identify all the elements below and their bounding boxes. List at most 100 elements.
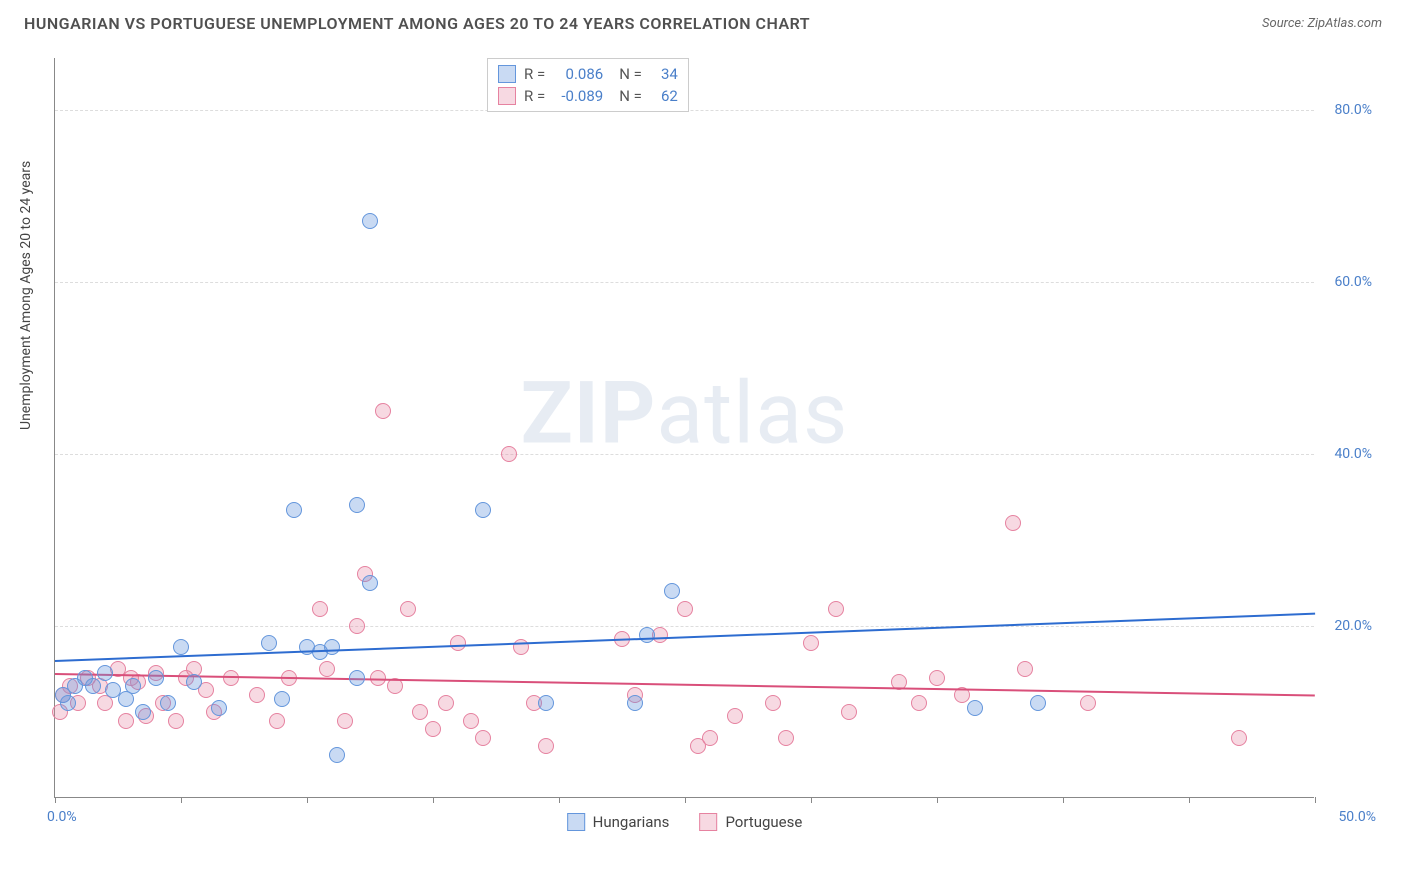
legend-label: Hungarians: [593, 813, 670, 831]
scatter-point-portuguese: [349, 618, 365, 634]
n-value: 34: [650, 65, 678, 83]
x-tick: [1315, 797, 1316, 803]
scatter-point-portuguese: [828, 601, 844, 617]
x-tick: [181, 797, 182, 803]
scatter-point-hungarians: [1030, 695, 1046, 711]
legend-item-portuguese: Portuguese: [699, 813, 802, 831]
chart-title: HUNGARIAN VS PORTUGUESE UNEMPLOYMENT AMO…: [24, 14, 810, 33]
scatter-point-hungarians: [160, 695, 176, 711]
scatter-point-portuguese: [475, 730, 491, 746]
bottom-legend: Hungarians Portuguese: [567, 813, 803, 831]
scatter-point-portuguese: [269, 713, 285, 729]
scatter-point-hungarians: [211, 700, 227, 716]
scatter-point-hungarians: [362, 575, 378, 591]
scatter-point-hungarians: [148, 670, 164, 686]
n-label: N =: [619, 87, 642, 105]
scatter-point-hungarians: [362, 213, 378, 229]
watermark: ZIPatlas: [521, 362, 849, 463]
scatter-point-portuguese: [249, 687, 265, 703]
scatter-point-portuguese: [929, 670, 945, 686]
stats-row-portuguese: R = -0.089 N = 62: [498, 85, 678, 107]
grid-line: [55, 282, 1314, 283]
scatter-point-hungarians: [664, 583, 680, 599]
scatter-point-portuguese: [438, 695, 454, 711]
trend-line-portuguese: [55, 673, 1315, 697]
scatter-point-portuguese: [778, 730, 794, 746]
x-tick: [307, 797, 308, 803]
x-tick: [937, 797, 938, 803]
r-label: R =: [524, 65, 545, 83]
scatter-point-portuguese: [501, 446, 517, 462]
scatter-point-hungarians: [125, 678, 141, 694]
n-label: N =: [619, 65, 642, 83]
r-label: R =: [524, 87, 545, 105]
x-tick: [1189, 797, 1190, 803]
scatter-point-portuguese: [538, 738, 554, 754]
x-tick: [55, 797, 56, 803]
x-tick-label-left: 0.0%: [47, 809, 77, 825]
grid-line: [55, 626, 1314, 627]
scatter-point-portuguese: [319, 661, 335, 677]
scatter-point-portuguese: [463, 713, 479, 729]
scatter-point-portuguese: [911, 695, 927, 711]
x-tick: [1063, 797, 1064, 803]
scatter-point-hungarians: [60, 695, 76, 711]
n-value: 62: [650, 87, 678, 105]
trend-line-hungarians: [55, 613, 1315, 662]
scatter-point-hungarians: [349, 670, 365, 686]
scatter-point-portuguese: [1005, 515, 1021, 531]
scatter-point-hungarians: [286, 502, 302, 518]
chart-container: ZIPatlas 20.0%40.0%60.0%80.0%0.0%50.0%R …: [54, 58, 1384, 828]
scatter-point-portuguese: [375, 403, 391, 419]
scatter-point-portuguese: [803, 635, 819, 651]
scatter-point-hungarians: [274, 691, 290, 707]
scatter-point-portuguese: [677, 601, 693, 617]
scatter-point-hungarians: [329, 747, 345, 763]
source-attribution: Source: ZipAtlas.com: [1262, 16, 1382, 31]
y-axis-label: Unemployment Among Ages 20 to 24 years: [18, 161, 34, 430]
scatter-point-hungarians: [173, 639, 189, 655]
scatter-point-portuguese: [841, 704, 857, 720]
x-tick: [811, 797, 812, 803]
scatter-point-portuguese: [312, 601, 328, 617]
scatter-point-portuguese: [400, 601, 416, 617]
scatter-point-hungarians: [85, 678, 101, 694]
scatter-point-hungarians: [967, 700, 983, 716]
scatter-point-hungarians: [324, 639, 340, 655]
scatter-point-hungarians: [261, 635, 277, 651]
scatter-point-portuguese: [168, 713, 184, 729]
scatter-point-portuguese: [1231, 730, 1247, 746]
x-tick-label-right: 50.0%: [1338, 809, 1376, 825]
r-value: 0.086: [553, 65, 603, 83]
legend-swatch: [699, 813, 717, 831]
scatter-point-portuguese: [450, 635, 466, 651]
stats-legend-box: R = 0.086 N = 34 R = -0.089 N = 62: [487, 58, 689, 112]
scatter-point-hungarians: [538, 695, 554, 711]
scatter-point-hungarians: [135, 704, 151, 720]
scatter-point-hungarians: [349, 497, 365, 513]
y-tick-label: 80.0%: [1334, 102, 1372, 118]
stats-row-hungarians: R = 0.086 N = 34: [498, 63, 678, 85]
scatter-point-hungarians: [639, 627, 655, 643]
x-tick: [433, 797, 434, 803]
scatter-point-portuguese: [1080, 695, 1096, 711]
legend-item-hungarians: Hungarians: [567, 813, 670, 831]
y-tick-label: 20.0%: [1334, 618, 1372, 634]
grid-line: [55, 454, 1314, 455]
legend-swatch: [567, 813, 585, 831]
scatter-point-portuguese: [337, 713, 353, 729]
chart-header: HUNGARIAN VS PORTUGUESE UNEMPLOYMENT AMO…: [0, 0, 1406, 43]
scatter-point-hungarians: [475, 502, 491, 518]
y-tick-label: 60.0%: [1334, 274, 1372, 290]
y-tick-label: 40.0%: [1334, 446, 1372, 462]
r-value: -0.089: [553, 87, 603, 105]
scatter-point-portuguese: [765, 695, 781, 711]
plot-area: ZIPatlas 20.0%40.0%60.0%80.0%0.0%50.0%R …: [54, 58, 1314, 798]
x-tick: [685, 797, 686, 803]
scatter-point-portuguese: [1017, 661, 1033, 677]
legend-swatch: [498, 65, 516, 83]
scatter-point-portuguese: [412, 704, 428, 720]
x-tick: [559, 797, 560, 803]
scatter-point-hungarians: [186, 674, 202, 690]
scatter-point-portuguese: [118, 713, 134, 729]
